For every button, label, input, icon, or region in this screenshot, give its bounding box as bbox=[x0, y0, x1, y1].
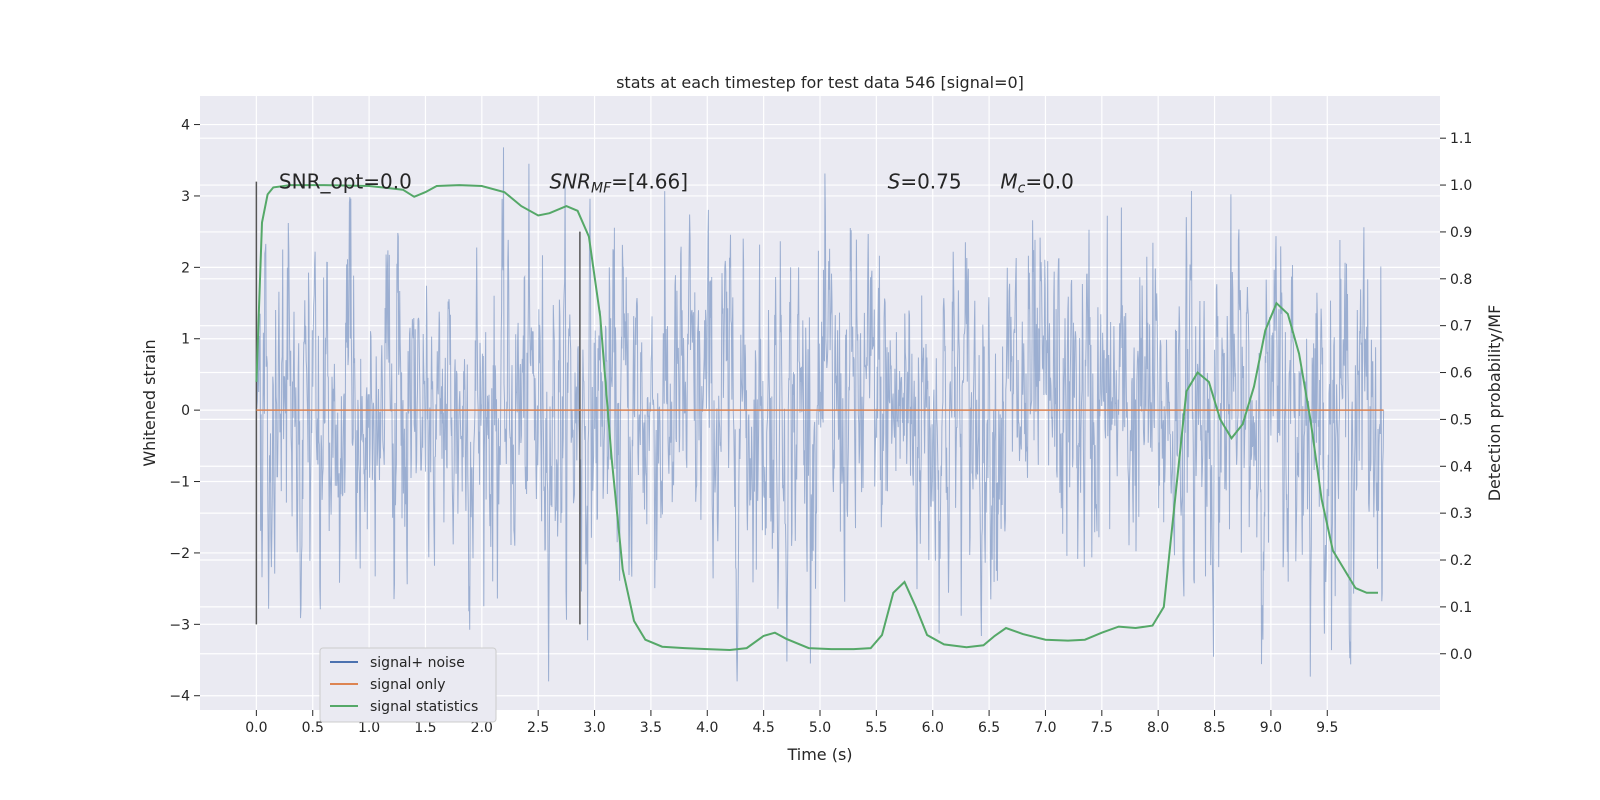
y-tick-label: 0 bbox=[181, 403, 190, 419]
annotation-part: MF bbox=[591, 181, 612, 197]
y2-tick-label: 0.5 bbox=[1450, 412, 1472, 428]
y2-tick-label: 0.8 bbox=[1450, 272, 1472, 288]
x-tick-label: 0.0 bbox=[245, 720, 267, 736]
annotation: S=0.75 bbox=[888, 170, 962, 194]
x-axis-label: Time (s) bbox=[786, 745, 852, 764]
y2-tick-label: 0.1 bbox=[1450, 600, 1472, 616]
x-tick-label: 4.5 bbox=[753, 720, 775, 736]
x-tick-label: 3.0 bbox=[583, 720, 605, 736]
y2-tick-label: 0.4 bbox=[1450, 459, 1472, 475]
y2-tick-label: 1.1 bbox=[1450, 131, 1472, 147]
annotation: SNR_opt=0.0 bbox=[279, 170, 412, 194]
legend-label-signal-noise: signal+ noise bbox=[370, 655, 465, 671]
y2-tick-label: 1.0 bbox=[1450, 178, 1472, 194]
legend-label-signal-statistics: signal statistics bbox=[370, 699, 478, 715]
y-tick-label: 4 bbox=[181, 118, 190, 134]
x-tick-label: 2.0 bbox=[471, 720, 493, 736]
x-tick-label: 2.5 bbox=[527, 720, 549, 736]
y2-tick-label: 0.7 bbox=[1450, 319, 1472, 335]
y2-tick-label: 0.6 bbox=[1450, 366, 1472, 382]
signal-noise-line bbox=[255, 147, 1385, 682]
y-tick-label: −4 bbox=[169, 689, 190, 705]
signal-noise-series bbox=[255, 147, 1385, 682]
y-tick-label: −2 bbox=[169, 546, 190, 562]
y2-tick-label: 0.3 bbox=[1450, 506, 1472, 522]
x-tick-label: 5.5 bbox=[865, 720, 887, 736]
x-tick-label: 7.5 bbox=[1091, 720, 1113, 736]
legend-label-signal-only: signal only bbox=[370, 677, 445, 693]
x-tick-label: 1.5 bbox=[414, 720, 436, 736]
annotation-part: SNR_opt=0.0 bbox=[279, 170, 412, 194]
x-tick-label: 7.0 bbox=[1034, 720, 1056, 736]
x-tick-label: 8.0 bbox=[1147, 720, 1169, 736]
x-tick-label: 9.0 bbox=[1260, 720, 1282, 736]
line-series bbox=[255, 181, 1384, 652]
y-tick-label: 2 bbox=[181, 260, 190, 276]
y-tick-label: 3 bbox=[181, 189, 190, 205]
chart-title: stats at each timestep for test data 546… bbox=[616, 73, 1024, 92]
annotation-part: =[4.66] bbox=[611, 170, 688, 194]
legend: signal+ noise signal only signal statist… bbox=[319, 647, 497, 723]
y-tick-label: −1 bbox=[169, 475, 190, 491]
annotation: Mc=0.0 bbox=[1000, 170, 1074, 197]
x-tick-label: 9.5 bbox=[1316, 720, 1338, 736]
x-tick-label: 5.0 bbox=[809, 720, 831, 736]
signal-statistics-line bbox=[255, 184, 1378, 652]
x-tick-label: 3.5 bbox=[640, 720, 662, 736]
x-tick-label: 6.0 bbox=[922, 720, 944, 736]
y-axis-label: Whitened strain bbox=[140, 339, 159, 466]
annotation: SNRMF=[4.66] bbox=[549, 170, 688, 197]
y2-tick-label: 0.2 bbox=[1450, 553, 1472, 569]
y-tick-label: 1 bbox=[181, 332, 190, 348]
annotations: SNR_opt=0.0 SNRMF=[4.66] S=0.75 Mc=0.0 bbox=[279, 170, 1074, 197]
y2-axis-label: Detection probability/MF bbox=[1485, 305, 1504, 502]
y-tick-label: −3 bbox=[169, 617, 190, 633]
y2-tick-label: 0.0 bbox=[1450, 647, 1472, 663]
x-tick-label: 0.5 bbox=[302, 720, 324, 736]
annotation-part: =0.0 bbox=[1025, 170, 1074, 194]
x-tick-label: 1.0 bbox=[358, 720, 380, 736]
x-tick-label: 4.0 bbox=[696, 720, 718, 736]
annotation-part: =0.75 bbox=[900, 170, 961, 194]
annotation-part: M bbox=[1000, 170, 1017, 194]
x-tick-label: 8.5 bbox=[1203, 720, 1225, 736]
axes: 0.0 0.5 1.0 1.5 2.0 2.5 3.0 3.5 4.0 4.5 5.0 5.5 6.0 6… bbox=[169, 118, 1472, 736]
annotation-part: SNR bbox=[549, 170, 591, 194]
annotation-part: c bbox=[1018, 181, 1026, 197]
y2-tick-label: 0.9 bbox=[1450, 225, 1472, 241]
legend-box bbox=[319, 647, 497, 723]
annotation-part: S bbox=[888, 170, 901, 194]
x-tick-label: 6.5 bbox=[978, 720, 1000, 736]
